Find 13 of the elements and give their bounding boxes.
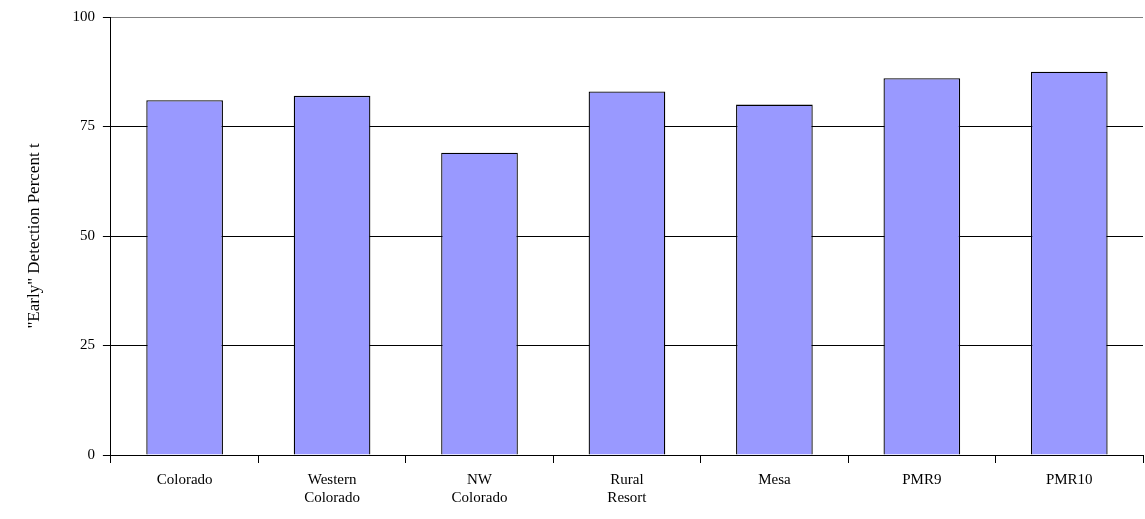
y-tick-label: 100	[72, 7, 95, 24]
x-tick-label: Rural Resort	[607, 470, 648, 505]
y-tick-label: 0	[87, 445, 95, 462]
y-tick-label: 50	[79, 226, 95, 243]
y-axis-title: "Early" Detection Percent t	[23, 143, 43, 329]
x-tick-label: Western Colorado	[304, 470, 360, 505]
x-tick-label: Colorado	[156, 470, 213, 487]
x-tick-label: NW Colorado	[451, 470, 508, 505]
x-tick-label: PMR9	[902, 470, 942, 487]
x-tick-label: Mesa	[758, 470, 791, 487]
y-tick-label: 75	[79, 117, 95, 134]
y-tick-label: 25	[79, 336, 95, 353]
x-tick-label: PMR10	[1045, 470, 1093, 487]
